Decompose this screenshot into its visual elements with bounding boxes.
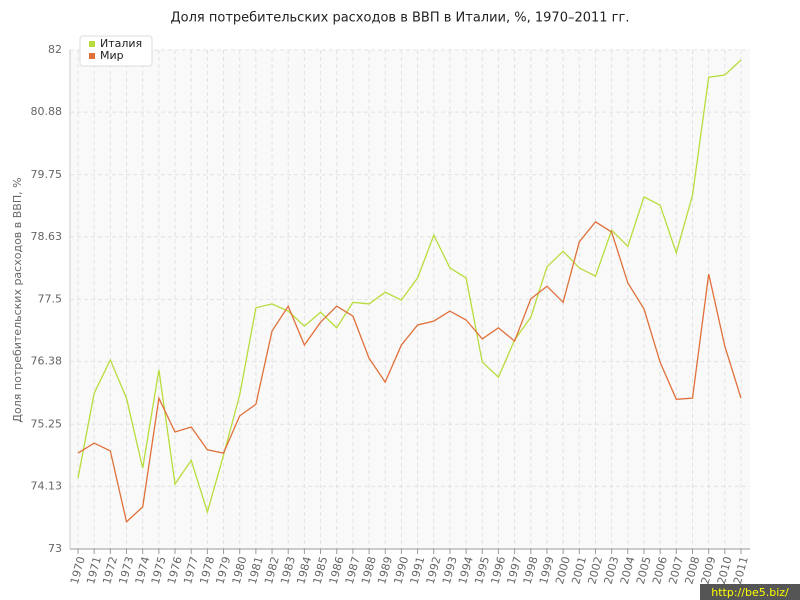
legend-swatch [89,53,95,59]
y-tick-label: 79.75 [31,168,63,181]
y-tick-label: 78.63 [31,230,63,243]
y-tick-label: 73 [48,542,62,555]
series-line [77,59,742,515]
y-axis-label: Доля потребительских расходов в ВВП, % [11,177,24,422]
y-tick-label: 75.25 [31,417,63,430]
watermark-bg [700,584,800,600]
chart-title: Доля потребительских расходов в ВВП в Ит… [171,11,630,26]
y-tick-label: 77.5 [38,293,63,306]
series-line [77,221,742,524]
legend-label: Мир [100,49,124,62]
y-tick-label: 76.38 [31,355,63,368]
y-tick-label: 74.13 [31,479,63,492]
watermark: http://be5.biz/ [711,586,789,599]
y-tick-label: 80.88 [31,105,63,118]
y-tick-label: 82 [48,43,62,56]
legend-swatch [89,41,95,47]
legend-box [79,35,153,67]
legend-label: Италия [100,37,142,50]
